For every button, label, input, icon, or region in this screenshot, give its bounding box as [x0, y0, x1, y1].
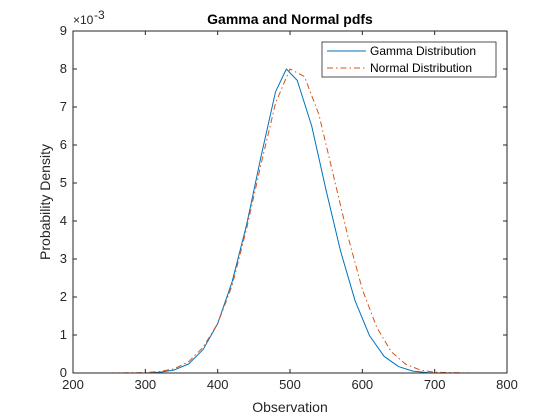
- x-tick-label: 300: [134, 377, 156, 392]
- legend-label-gamma: Gamma Distribution: [370, 44, 476, 58]
- x-tick-label: 200: [62, 377, 84, 392]
- y-exponent-base: ×10: [73, 13, 94, 27]
- x-tick-label: 800: [496, 377, 518, 392]
- y-tick-label: 7: [60, 99, 67, 114]
- legend: Gamma Distribution Normal Distribution: [321, 41, 497, 78]
- chart-title: Gamma and Normal pdfs: [207, 11, 373, 27]
- series-layer: [109, 68, 471, 374]
- x-axis-label: Observation: [252, 399, 327, 415]
- x-axis: 200 300 400 500 600 700 800: [62, 31, 518, 392]
- y-axis-label: Probability Density: [37, 144, 53, 260]
- y-exponent-power: -3: [94, 8, 105, 22]
- x-tick-label: 600: [351, 377, 373, 392]
- y-tick-label: 9: [60, 23, 67, 38]
- legend-label-normal: Normal Distribution: [370, 61, 472, 75]
- series-line-1: [109, 68, 471, 374]
- y-tick-label: 0: [60, 365, 67, 380]
- y-tick-label: 4: [60, 213, 67, 228]
- x-tick-label: 500: [279, 377, 301, 392]
- y-tick-label: 8: [60, 61, 67, 76]
- y-tick-label: 1: [60, 327, 67, 342]
- y-tick-label: 2: [60, 289, 67, 304]
- y-axis: 0 1 2 3 4 5 6 7 8 9: [60, 23, 507, 380]
- x-tick-label: 700: [424, 377, 446, 392]
- legend-box: [321, 41, 497, 78]
- series-line-0: [109, 68, 435, 374]
- y-tick-label: 5: [60, 175, 67, 190]
- y-tick-label: 3: [60, 251, 67, 266]
- x-tick-label: 400: [207, 377, 229, 392]
- plot-area: [73, 31, 507, 373]
- y-tick-label: 6: [60, 137, 67, 152]
- y-exponent: ×10 -3: [73, 8, 105, 27]
